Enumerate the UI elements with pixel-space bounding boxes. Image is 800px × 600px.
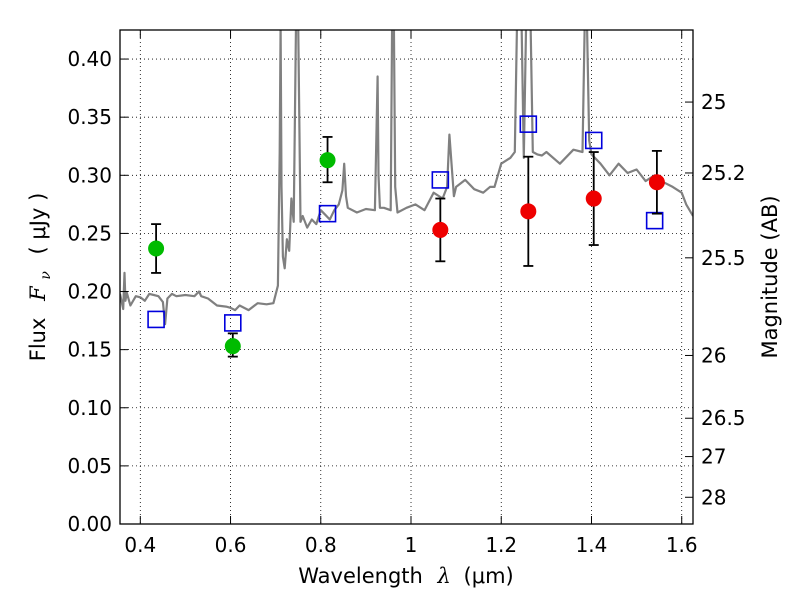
y-tick-label: 0.10 [67,396,112,420]
y-axis-unit: ( μJy ) [26,193,50,255]
y2-tick-label: 28 [701,485,726,509]
y-axis-title: Flux F ν ( μJy ) [26,193,55,362]
plot-frame [119,29,694,525]
x-tick-label: 0.6 [215,533,247,557]
y2-axis-title: Magnitude (AB) [758,195,782,358]
y2-tick-label: 25.2 [701,161,746,185]
x-tick-label: 0.8 [305,533,337,557]
y-tick-label: 0.15 [67,338,112,362]
y2-tick-label: 25 [701,90,726,114]
model-square-marker [223,314,242,332]
y2-tick-label: 26 [701,343,726,367]
data-layer [120,30,693,358]
x-tick-label: 1.2 [485,533,517,557]
model-square-marker [584,131,603,150]
x-axis-symbol: λ [437,564,451,588]
observed-flux-point [648,174,665,191]
y2-tick-label: 26.5 [701,406,746,430]
y-tick-label: 0.25 [67,221,112,245]
x-tick-label: 0.4 [124,533,156,557]
y-tick-label: 0.05 [67,454,112,478]
y-tick-label: 0.35 [67,105,112,129]
x-axis-title: Wavelength λ (μm) [298,564,513,588]
axis-ticks: 0.4 0.6 0.8 1 1.2 1.4 1.6 0.00 0.05 0.10 0.15 0.20 0… [67,30,746,557]
y-axis-symbol: F [26,285,50,302]
y-axis-subscript: ν [38,271,54,280]
y2-tick-label: 27 [701,445,726,469]
model-square-marker [519,115,538,133]
observed-flux-point [224,338,241,355]
model-square-marker [645,211,664,230]
x-axis-unit: (μm) [464,564,514,588]
y-tick-label: 0.40 [67,47,112,71]
plot-background [120,30,693,524]
y-tick-label: 0.20 [67,280,112,304]
x-tick-label: 1.6 [666,533,698,557]
observed-flux-point [520,203,537,220]
model-square-marker [147,310,165,329]
y-axis-title-text: Flux [26,318,50,362]
x-tick-label: 1.4 [576,533,608,557]
y-tick-label: 0.00 [67,512,112,536]
observed-flux-point [148,240,165,257]
model-spectrum-line [120,30,693,326]
y2-tick-label: 25.5 [701,246,746,270]
y-tick-label: 0.30 [67,163,112,187]
x-tick-label: 1 [405,533,418,557]
observed-flux-point [319,152,336,169]
model-square-marker [318,204,337,223]
model-square-marker [431,171,450,189]
observed-flux-point [432,221,449,238]
observed-flux-point [585,190,602,207]
x-axis-title-text: Wavelength [298,564,423,588]
